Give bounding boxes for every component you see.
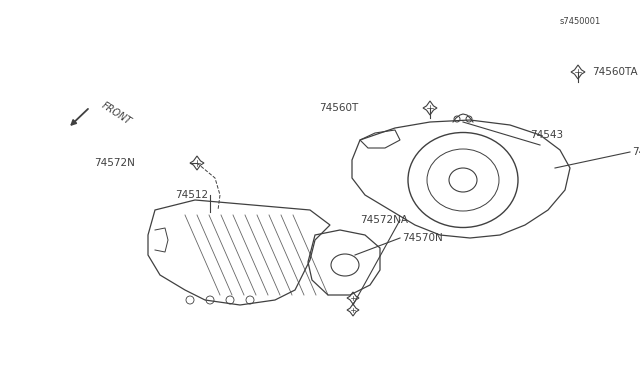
Text: 74572NA: 74572NA: [360, 215, 408, 225]
Text: 74560TA: 74560TA: [592, 67, 637, 77]
Text: FRONT: FRONT: [100, 100, 133, 126]
Text: 74560T: 74560T: [319, 103, 358, 113]
Text: s7450001: s7450001: [560, 17, 601, 26]
Text: 74514: 74514: [632, 147, 640, 157]
Text: 74572N: 74572N: [94, 158, 135, 168]
Text: 74570N: 74570N: [402, 233, 443, 243]
Text: 74543: 74543: [530, 130, 563, 140]
Text: 74512: 74512: [175, 190, 208, 200]
